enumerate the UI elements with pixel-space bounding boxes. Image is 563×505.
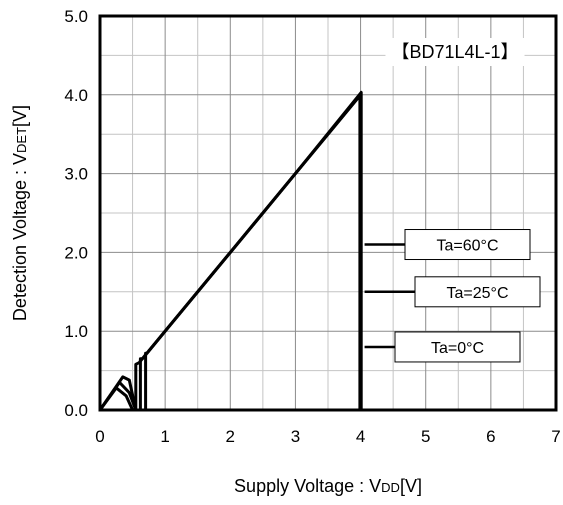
y-tick-label: 5.0	[64, 7, 88, 26]
x-axis-title-unit: [V]	[400, 476, 422, 496]
callout: Ta=25°C	[364, 276, 541, 308]
y-tick-label: 2.0	[64, 243, 88, 262]
x-axis-title: Supply Voltage : VDD[V]	[234, 476, 422, 496]
y-tick-labels: 0.0 1.0 2.0 3.0 4.0 5.0	[64, 7, 88, 420]
callouts-layer: Ta=60°C Ta=25°C Ta=0°C	[364, 229, 541, 363]
x-tick-label: 3	[291, 427, 300, 446]
chart-title-bg	[385, 38, 525, 66]
y-axis-title-unit: [V]	[10, 105, 30, 127]
x-tick-label: 2	[226, 427, 235, 446]
y-axis-title-main: Detection Voltage : V	[10, 153, 30, 321]
x-tick-label: 0	[95, 427, 104, 446]
callout-label: Ta=0°C	[431, 340, 484, 357]
y-axis-title-sub: DET	[14, 127, 29, 153]
grid-major	[100, 16, 556, 410]
y-axis-title: Detection Voltage : VDET[V]	[10, 105, 30, 321]
series-line	[98, 90, 363, 412]
y-tick-label: 1.0	[64, 322, 88, 341]
series-layer	[98, 90, 363, 412]
x-axis-title-sub: DD	[381, 480, 400, 495]
callout: Ta=0°C	[364, 331, 521, 363]
callout-box	[394, 331, 521, 363]
x-tick-label: 1	[160, 427, 169, 446]
plot-frame	[98, 14, 558, 412]
callout-box	[404, 229, 531, 261]
x-tick-label: 4	[356, 427, 365, 446]
x-tick-label: 5	[421, 427, 430, 446]
grid-minor	[100, 16, 556, 410]
callout-label: Ta=25°C	[447, 285, 509, 302]
chart-title: 【BD71L4L-1】	[391, 42, 518, 62]
x-axis-title-main: Supply Voltage : V	[234, 476, 381, 496]
callout-label: Ta=60°C	[437, 238, 499, 255]
y-tick-label: 3.0	[64, 165, 88, 184]
y-tick-label: 4.0	[64, 86, 88, 105]
y-tick-label: 0.0	[64, 401, 88, 420]
x-tick-label: 7	[551, 427, 560, 446]
x-tick-labels: 0 1 2 3 4 5 6 7	[95, 427, 560, 446]
callout: Ta=60°C	[364, 229, 531, 261]
x-tick-label: 6	[486, 427, 495, 446]
